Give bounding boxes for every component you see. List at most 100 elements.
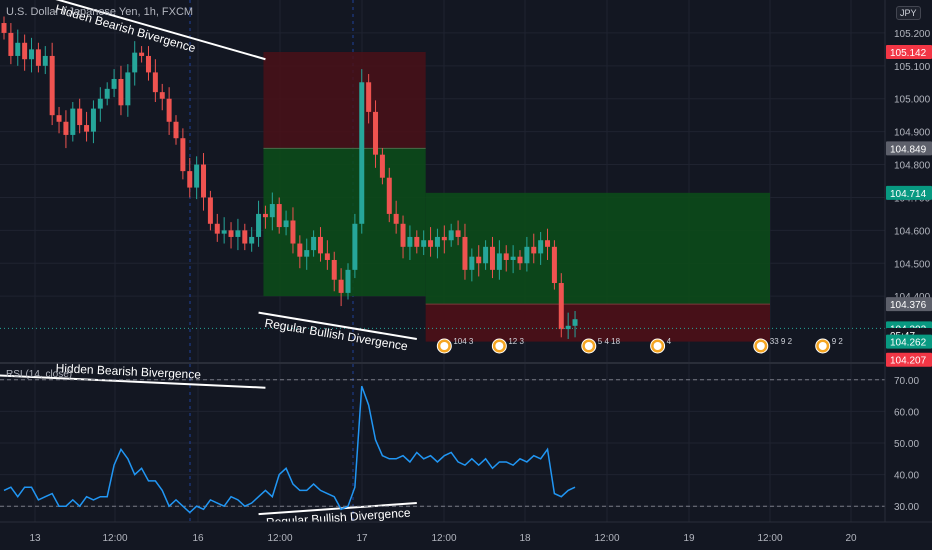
candle [35,49,41,66]
candle [145,55,151,73]
candle [476,256,482,264]
candle [180,138,186,172]
rsi-hidden-bearish-label: Hidden Bearish Bivergence [55,361,201,382]
candle [311,236,317,251]
event-badge-inner [584,342,593,350]
candle [489,246,495,270]
candle [42,55,48,66]
candle [49,55,55,116]
candle [421,240,427,247]
candle [531,246,537,254]
event-badge-inner [818,342,827,350]
main-hidden-bearish-line [55,0,266,61]
event-badge-label: 9 2 [832,337,844,346]
candle [22,42,28,60]
time-tick-label: 12:00 [431,533,456,544]
candle [194,164,200,188]
rsi-tick-label: 40.00 [894,471,919,482]
price-axis-background [885,0,932,550]
rsi-tick-label: 30.00 [894,502,919,513]
candle [558,283,564,330]
rsi-legend[interactable]: RSI (14, close) [6,369,73,380]
position-2-target-zone [425,192,770,305]
candle [207,197,213,224]
candle [166,98,172,122]
candle [228,230,234,237]
price-tag [886,352,932,367]
candle [565,325,571,330]
candle [393,213,399,224]
candle [373,111,379,155]
price-tick-label: 104.500 [894,259,931,270]
candle [201,164,207,198]
candle [414,236,420,247]
candle [90,108,96,132]
time-tick-label: 13 [29,533,41,544]
candle [249,236,255,244]
time-axis-background [0,522,932,550]
candle [276,204,282,228]
candle [111,78,117,89]
time-tick-label: 12:00 [757,533,782,544]
time-tick-label: 19 [683,533,695,544]
candle [551,246,557,284]
price-tick-label: 104.800 [894,161,931,172]
candle [173,121,179,139]
candle [29,49,35,60]
currency-button[interactable]: JPY [896,6,921,20]
event-badge-inner [440,342,449,350]
rsi-tick-label: 70.00 [894,376,919,387]
candle [407,236,413,247]
candle [496,253,502,270]
candle [97,98,103,109]
price-tag [886,334,932,349]
price-tick-label: 105.200 [894,29,931,40]
candle [242,230,248,244]
price-tag-label: 104.262 [890,338,927,349]
candle [324,253,330,260]
time-tick-label: 12:00 [594,533,619,544]
event-badge-inner [756,342,765,350]
price-tick-label: 105.000 [894,95,931,106]
candle [352,223,358,270]
candle [572,319,578,326]
candle [139,52,145,56]
candle [448,230,454,241]
candle [63,121,69,135]
price-tick-label: 105.100 [894,62,931,73]
price-tick-label: 104.900 [894,128,931,139]
event-badge-label: 12 3 [508,337,524,346]
candle [455,230,461,237]
price-tag [886,297,932,312]
candle [545,240,551,247]
candle [70,108,76,135]
candle [8,32,14,56]
position-1-stop-zone [263,51,426,149]
rsi-regular-bullish-line [258,502,417,516]
candle [297,243,303,257]
candle [428,240,434,247]
candle [256,213,262,237]
candle [517,256,523,264]
candle [317,236,323,254]
price-tick-label: 104.600 [894,226,931,237]
price-tag-label: 104.207 [890,356,927,367]
rsi-tick-label: 50.00 [894,439,919,450]
candle [118,78,124,106]
candle [187,171,193,188]
candle [152,72,158,93]
candle [345,269,351,293]
candle [379,154,385,178]
candle [538,240,544,254]
event-badge-inner [653,342,662,350]
candle [1,23,7,33]
event-badge-inner [495,342,504,350]
rsi-tick-label: 60.00 [894,407,919,418]
candle [214,223,220,234]
time-tick-label: 16 [192,533,204,544]
candle [503,253,509,260]
candle [77,108,83,126]
candle [235,230,241,237]
symbol-title[interactable]: U.S. Dollar / Japanese Yen, 1h, FXCM [6,6,194,18]
